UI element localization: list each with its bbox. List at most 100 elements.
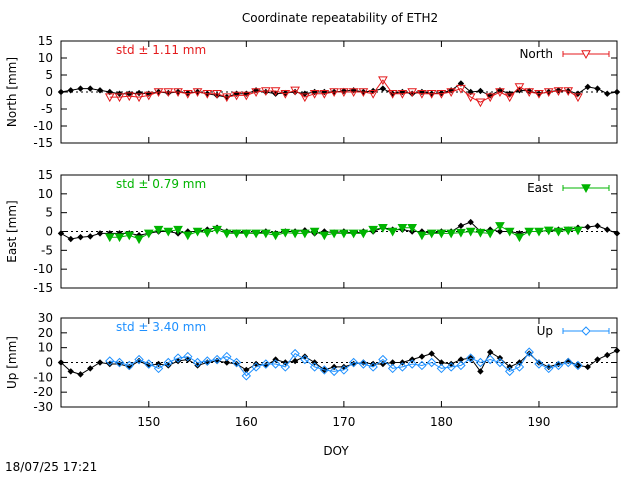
data-point [438,89,445,97]
data-point [280,90,291,99]
data-point [339,365,349,375]
data-point [368,225,378,235]
data-point [495,357,505,368]
data-point [173,353,183,363]
data-point [604,90,611,97]
data-point [106,88,113,96]
series-east-reference [57,218,621,243]
y-axis-label: North [mm] [5,57,19,127]
data-point [280,362,291,372]
data-point [300,93,310,103]
data-point [221,93,232,103]
data-point [544,363,554,374]
data-point [604,351,611,359]
data-point [514,233,525,243]
data-point [524,88,535,98]
data-point [428,350,435,357]
data-point [456,360,466,371]
data-point [134,93,144,103]
x-tick-label: 180 [430,415,453,429]
data-point [260,229,271,239]
data-point [300,354,310,365]
legend-east: East [527,181,610,195]
data-point [358,88,369,98]
y-axis-label: East [mm] [5,200,19,262]
std-label: std ± 1.11 mm [116,43,206,57]
series-line [60,82,618,98]
data-point [456,84,466,94]
series-line [60,221,618,240]
data-point [339,229,349,239]
data-point [514,83,525,92]
data-point [57,359,65,366]
data-point [319,90,330,99]
data-point [241,371,252,381]
data-point [192,88,203,98]
data-point [329,88,339,98]
y-tick-label: 10 [38,51,53,65]
data-point [387,363,398,374]
data-point [114,357,125,368]
x-tick-label: 160 [235,415,258,429]
data-point [397,90,408,99]
data-point [436,363,447,374]
chart-panels: -15 -10 -5 0 5 10 15 North [mm] std ± 1.11 mm Nor… [5,34,621,429]
data-point [319,365,330,375]
data-point [290,348,300,359]
y-axis-label: Up [mm] [5,336,19,389]
data-point [329,229,339,239]
x-tick-label: 170 [332,415,355,429]
data-point [604,226,611,233]
data-point [407,359,417,369]
data-point [231,229,242,239]
data-point [348,88,359,98]
legend-label: North [519,47,553,61]
legend-label: East [527,181,553,195]
data-point [457,80,465,87]
data-point [397,362,408,372]
y-tick-label: 15 [38,34,53,48]
data-point [222,351,232,362]
data-point [534,90,544,99]
legend-up: Up [537,324,610,338]
series-east [104,222,583,245]
y-tick-label: -5 [41,102,53,116]
data-point [231,91,242,101]
data-point [96,230,104,237]
data-point [124,92,135,102]
data-point [563,226,574,236]
data-point [270,359,281,369]
data-point [417,360,427,371]
x-tick-label: 190 [528,415,551,429]
data-point [378,224,388,233]
data-point [514,362,525,372]
series-line [109,79,579,103]
data-point [534,227,544,237]
data-point [563,357,573,368]
data-point [134,354,144,365]
data-point [378,76,388,86]
data-point [584,83,591,91]
data-point [309,362,320,372]
data-point [96,87,104,94]
data-point [477,87,484,95]
data-point [407,224,418,233]
std-label: std ± 3.40 mm [116,320,206,334]
data-point [436,229,447,239]
y-tick-label: -15 [33,136,53,150]
data-point [584,363,591,371]
data-point [573,226,583,236]
data-point [446,88,457,98]
data-point [553,360,564,371]
series-up [105,347,583,381]
y-tick-label: -15 [33,281,53,295]
data-point [456,228,466,238]
data-point [163,227,174,237]
data-point [465,93,476,103]
data-point [261,359,271,369]
data-point [212,354,222,365]
data-point [475,98,486,108]
panel-north: -15 -10 -5 0 5 10 15 North [mm] std ± 1.11 mm Nor… [5,34,621,150]
data-point [329,366,339,377]
data-point [57,88,65,96]
